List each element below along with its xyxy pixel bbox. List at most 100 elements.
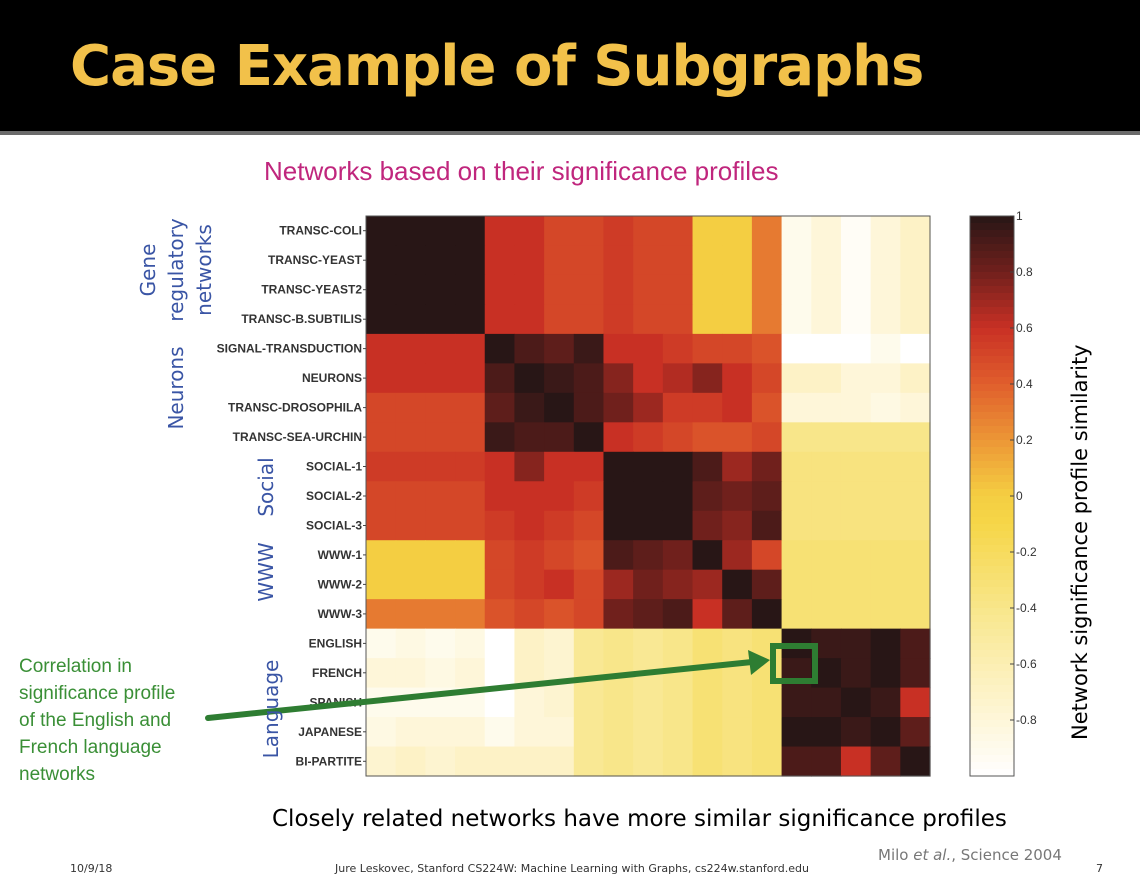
heatmap-cell [455,599,486,630]
heatmap-cell [603,687,634,718]
heatmap-cell [900,216,931,247]
heatmap-cell [840,540,872,571]
heatmap-cell [722,451,753,482]
heatmap-cell [366,569,397,600]
colorbar-tick-label: -0.6 [1016,657,1037,671]
heatmap-cell [722,540,753,571]
heatmap-cell [633,569,664,600]
slide-title: Case Example of Subgraphs [70,34,924,99]
heatmap-cell [840,274,872,306]
heatmap-cell [366,392,397,423]
heatmap-cell [514,510,545,541]
heatmap-cell [484,540,516,571]
heatmap-cell [455,658,486,689]
heatmap-cell [544,687,575,718]
heatmap-cell [633,481,664,512]
colorbar-segment [970,426,1014,434]
group-label-neurons: Neurons [164,346,188,430]
heatmap-cell [366,540,397,571]
heatmap-cell [870,540,901,571]
heatmap-cell [573,333,605,364]
colorbar-segment [970,622,1014,630]
colorbar-segment [970,762,1014,770]
heatmap-cell [603,569,634,600]
colorbar-tick-label: 0.2 [1016,433,1033,447]
heatmap-cell [633,510,664,541]
heatmap-cell [692,599,723,630]
heatmap-cell [662,540,694,571]
footer-date: 10/9/18 [70,862,113,875]
heatmap-cell [366,746,397,777]
heatmap-cell [633,746,664,777]
heatmap-cell [573,422,605,453]
heatmap-cell [870,216,901,247]
colorbar-segment [970,573,1014,581]
heatmap-cell [900,333,931,364]
heatmap-cell [870,687,901,718]
colorbar-segment [970,237,1014,245]
heatmap-cell [811,687,842,718]
heatmap-cell [840,422,872,453]
colorbar-segment [970,230,1014,238]
group-label-language: Language [259,659,283,759]
colorbar-segment [970,678,1014,686]
title-divider [0,131,1140,135]
citation-etal: et al. [913,846,952,864]
heatmap-cell [455,540,486,571]
colorbar-segment [970,398,1014,406]
heatmap-cell [900,510,931,541]
heatmap-cell [455,363,486,394]
colorbar-tick-label: -0.8 [1016,713,1037,727]
heatmap-cell [484,569,516,600]
colorbar-ticks: 1 0.8 0.6 0.4 0.2 0 -0.2 -0.4 -0.6 -0.8 [1010,209,1037,727]
heatmap-cell [395,392,426,423]
heatmap-cell [425,333,456,364]
heatmap-cell [811,569,842,600]
heatmap-cell [840,363,872,394]
heatmap-cell [811,392,842,423]
heatmap-cell [662,392,694,423]
heatmap-cell [484,451,516,482]
colorbar-segment [970,720,1014,728]
heatmap-cell [425,481,456,512]
colorbar-segment [970,272,1014,280]
callout-line-5: networks [19,764,96,785]
heatmap-cell [781,599,812,630]
colorbar-tick-label: -0.2 [1016,545,1037,559]
colorbar-segment [970,482,1014,490]
colorbar-segment [970,454,1014,462]
heatmap-cell [900,304,931,335]
colorbar-segment [970,685,1014,693]
colorbar-segment [970,636,1014,644]
heatmap-cell [751,304,783,335]
heatmap-cell [900,540,931,571]
colorbar-segment [970,727,1014,735]
heatmap-cell [751,540,783,571]
heatmap-cell [781,746,812,777]
heatmap-cell [692,363,723,394]
colorbar-segment [970,321,1014,329]
heatmap-cell [662,687,694,718]
heatmap-cell [840,392,872,423]
colorbar-segment [970,517,1014,525]
heatmap-cell [751,481,783,512]
heatmap-cell [425,216,456,247]
callout-line-2: significance profile [19,683,176,704]
heatmap-cell [603,746,634,777]
heatmap-cell [425,422,456,453]
heatmap-cell [900,392,931,423]
heatmap-cell [395,746,426,777]
heatmap-cell [692,304,723,335]
heatmap-cell [722,569,753,600]
heatmap-cell [781,717,812,748]
colorbar-segment [970,216,1014,224]
heatmap-cell [840,245,872,276]
heatmap-cell [425,658,456,689]
heatmap-cell [603,333,634,364]
heatmap-cell [811,363,842,394]
colorbar-segment [970,440,1014,448]
heatmap-cell [484,658,516,689]
heatmap-cell [662,333,694,364]
colorbar-segment [970,433,1014,441]
colorbar-segment [970,468,1014,476]
